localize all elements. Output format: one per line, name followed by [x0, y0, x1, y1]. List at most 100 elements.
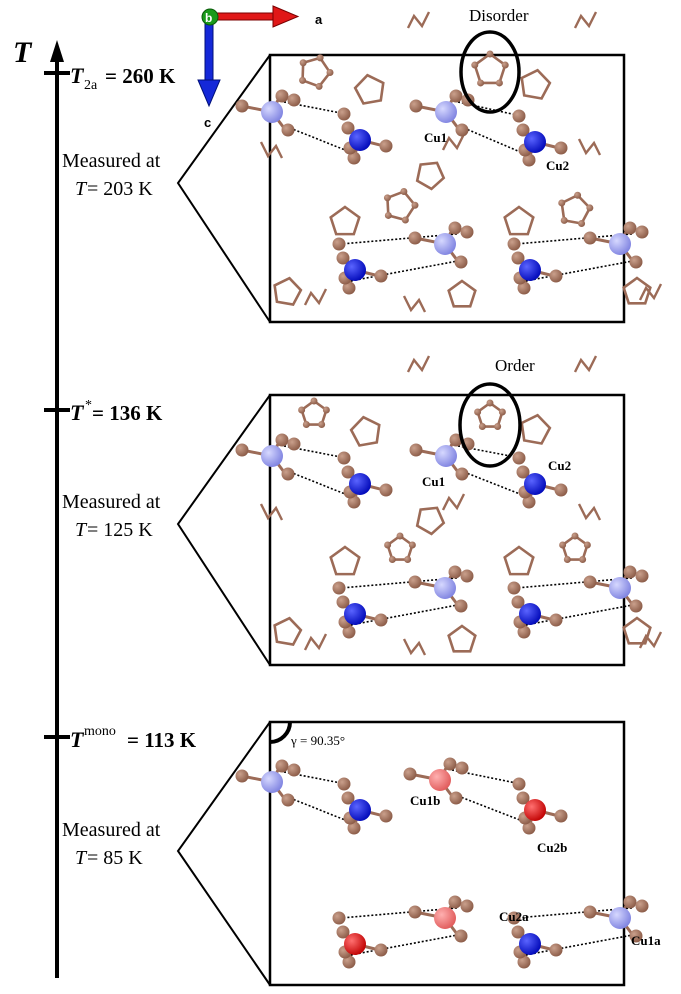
- svg-text:Measured at: Measured at: [62, 150, 161, 172]
- carbon-atom: [299, 76, 307, 84]
- panel-1-structure: [235, 11, 663, 313]
- carbon-atom: [408, 575, 422, 589]
- chain-fragment: [402, 295, 427, 313]
- copper-atom: [609, 577, 631, 599]
- cu-label: Cu2a: [499, 909, 529, 924]
- carbon-atom: [404, 556, 412, 564]
- cu-label: Cu1b: [410, 793, 440, 808]
- chain-fragment: [441, 133, 466, 151]
- carbon-atom: [341, 791, 355, 805]
- carbon-atom: [336, 925, 350, 939]
- cu-label: Cu1: [424, 130, 447, 145]
- hydrogen-bond: [519, 603, 639, 627]
- cyclopentyl-ring: [349, 415, 381, 447]
- hydrogen-bond: [289, 471, 351, 497]
- svg-text:T: T: [75, 519, 88, 541]
- carbon-atom: [522, 495, 536, 509]
- carbon-atom: [511, 925, 525, 939]
- carbon-atom: [235, 99, 249, 113]
- svg-text:T: T: [70, 727, 85, 752]
- copper-atom: [609, 233, 631, 255]
- hydrogen-bond: [340, 233, 458, 245]
- carbon-atom: [558, 199, 566, 207]
- carbon-atom: [455, 467, 469, 481]
- carbon-atom: [511, 595, 525, 609]
- carbon-atom: [583, 575, 597, 589]
- order-label: Order: [495, 356, 535, 375]
- chain-fragment: [259, 503, 284, 521]
- carbon-atom: [337, 451, 351, 465]
- axis-arrowhead: [50, 40, 64, 62]
- hydrogen-bond: [283, 771, 347, 785]
- carbon-atom: [507, 581, 521, 595]
- carbon-atom: [554, 141, 568, 155]
- copper-atom: [434, 233, 456, 255]
- axis-label: T: [13, 36, 33, 69]
- hydrogen-bond: [289, 127, 351, 153]
- level-label-tstar: T * = 136 K: [70, 398, 163, 425]
- carbon-atom: [454, 599, 468, 613]
- carbon-atom: [332, 911, 346, 925]
- cu-label: Cu2b: [537, 840, 567, 855]
- carbon-atom: [474, 408, 482, 416]
- carbon-atom: [281, 793, 295, 807]
- hydrogen-bond: [515, 233, 633, 245]
- cyclopentyl-ring: [329, 205, 361, 236]
- cyclopentyl-ring: [300, 399, 328, 426]
- order-circle: [458, 382, 522, 468]
- copper-atom: [435, 101, 457, 123]
- carbon-atom: [549, 943, 563, 957]
- cyclopentyl-ring: [503, 545, 535, 576]
- svg-text:Measured at: Measured at: [62, 491, 161, 513]
- carbon-atom: [342, 955, 356, 969]
- svg-text:2a: 2a: [84, 78, 98, 93]
- carbon-atom: [471, 61, 479, 69]
- chain-fragment: [573, 11, 598, 29]
- carbon-atom: [448, 565, 462, 579]
- carbon-atom: [554, 809, 568, 823]
- level-label-t2a: T 2a = 260 K: [70, 63, 176, 93]
- cyclopentyl-ring: [415, 506, 446, 536]
- svg-text:T: T: [75, 178, 88, 200]
- chain-fragment: [441, 493, 466, 511]
- disorder-label: Disorder: [469, 6, 529, 25]
- c-axis-label: c: [204, 115, 211, 130]
- carbon-atom: [549, 269, 563, 283]
- hydrogen-bond: [463, 127, 526, 155]
- carbon-atom: [275, 759, 289, 773]
- carbon-atom: [336, 251, 350, 265]
- cyclopentyl-ring: [273, 616, 303, 647]
- carbon-atom: [336, 595, 350, 609]
- hydrogen-bond: [344, 933, 464, 957]
- carbon-atom: [494, 423, 502, 431]
- carbon-atom: [629, 255, 643, 269]
- carbon-atom: [235, 443, 249, 457]
- carbon-atom: [516, 791, 530, 805]
- carbon-atom: [347, 495, 361, 509]
- carbon-atom: [635, 899, 649, 913]
- carbon-atom: [299, 59, 307, 67]
- measured-label-3: Measured at T = 85 K: [62, 819, 161, 869]
- svg-text:T: T: [70, 400, 85, 425]
- cyclopentyl-ring: [301, 56, 332, 88]
- carbon-atom: [409, 99, 423, 113]
- carbon-atom: [560, 216, 568, 224]
- hydrogen-bond: [457, 795, 526, 823]
- carbon-atom: [411, 201, 419, 209]
- copper-atom: [434, 907, 456, 929]
- panel-frame-2: [268, 393, 626, 667]
- svg-text:= 260 K: = 260 K: [105, 64, 176, 88]
- chain-fragment: [406, 355, 431, 373]
- carbon-atom: [455, 123, 469, 137]
- cyclopentyl-ring: [520, 68, 552, 100]
- panel-3-structure: [235, 757, 649, 969]
- carbon-atom: [455, 761, 469, 775]
- carbon-atom: [571, 532, 579, 540]
- copper-atom: [519, 259, 541, 281]
- panel-frame-1: [268, 53, 626, 324]
- copper-atom: [524, 473, 546, 495]
- carbon-atom: [517, 955, 531, 969]
- cyclopentyl-ring: [622, 616, 652, 645]
- chain-fragment: [259, 141, 284, 159]
- copper-atom: [524, 799, 546, 821]
